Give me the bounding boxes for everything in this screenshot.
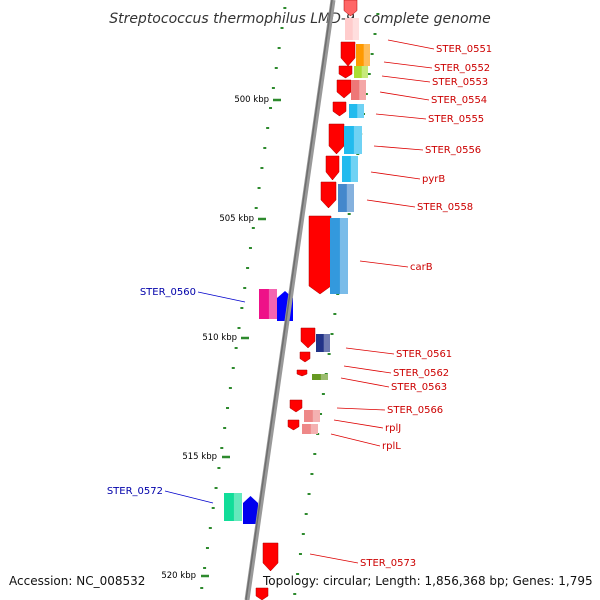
cog-block-shade <box>350 156 358 182</box>
cog-block <box>316 334 330 352</box>
kbp-scale-labels: 500 kbp 505 kbp 510 kbp 515 kbp 520 kbp <box>161 95 269 581</box>
cog-block-shade <box>339 218 348 294</box>
accession-text: Accession: NC_008532 <box>9 574 146 588</box>
leader-line <box>343 365 392 374</box>
cog-block <box>354 66 368 78</box>
reverse-gene <box>243 496 258 524</box>
gene-label[interactable]: rplJ <box>385 423 401 434</box>
forward-gene <box>296 369 308 377</box>
leader-line <box>387 39 435 50</box>
gene-label[interactable]: STER_0552 <box>434 63 490 74</box>
leader-line <box>309 553 359 564</box>
cog-block-shade <box>346 184 354 212</box>
leader-line <box>373 145 424 151</box>
gene-label[interactable]: pyrB <box>422 174 445 185</box>
leader-line <box>336 407 386 411</box>
genome-backbone <box>244 0 336 600</box>
cog-block-shade <box>323 334 330 352</box>
leader-line <box>340 377 390 388</box>
gene-label[interactable]: STER_0553 <box>432 77 488 88</box>
cog-block <box>345 18 359 40</box>
cog-block <box>259 289 277 319</box>
kbp-label-510: 510 kbp <box>202 333 237 343</box>
forward-gene <box>300 327 316 349</box>
cog-block <box>344 126 362 154</box>
cog-block-shade <box>268 289 277 319</box>
gene-label[interactable]: STER_0562 <box>393 368 449 379</box>
gene-label[interactable]: STER_0555 <box>428 114 484 125</box>
gene-label[interactable]: STER_0573 <box>360 558 416 569</box>
gene-label[interactable]: STER_0554 <box>431 95 487 106</box>
cog-block <box>312 374 328 380</box>
forward-gene <box>343 0 358 17</box>
forward-gene <box>338 65 353 79</box>
gene-label[interactable]: STER_0556 <box>425 145 481 156</box>
gene-features <box>224 0 370 600</box>
cog-block <box>356 44 370 66</box>
gene-label[interactable]: rplL <box>382 441 401 452</box>
kbp-label-500: 500 kbp <box>234 95 269 105</box>
forward-gene <box>308 215 332 295</box>
leader-line <box>366 199 416 208</box>
forward-gene <box>287 419 300 431</box>
gene-label[interactable]: carB <box>410 262 433 273</box>
kbp-label-520: 520 kbp <box>161 571 196 581</box>
leader-line <box>383 61 433 69</box>
leader-line <box>197 291 246 303</box>
cog-block <box>330 218 348 294</box>
forward-gene <box>262 542 279 572</box>
gene-label[interactable]: STER_0561 <box>396 349 452 360</box>
label-leader-lines <box>164 39 435 564</box>
leader-line <box>164 490 214 504</box>
genome-backbone-shade <box>245 0 333 600</box>
forward-gene <box>299 351 311 363</box>
gene-labels: STER_0551 STER_0552 STER_0553 STER_0554 … <box>107 44 492 569</box>
cog-block-shade <box>359 80 366 100</box>
leader-line <box>359 260 409 268</box>
cog-block <box>304 410 320 422</box>
leader-line <box>333 419 384 429</box>
cog-block-shade <box>310 424 318 434</box>
leader-line <box>370 171 421 180</box>
kbp-label-515: 515 kbp <box>182 452 217 462</box>
gene-label[interactable]: STER_0566 <box>387 405 443 416</box>
forward-gene <box>325 155 340 181</box>
forward-gene <box>340 41 356 67</box>
leader-line <box>375 113 427 120</box>
leader-line <box>345 347 395 355</box>
gene-label[interactable]: STER_0558 <box>417 202 473 213</box>
cog-block-shade <box>233 493 242 521</box>
forward-gene <box>320 181 337 209</box>
cog-block-shade <box>312 410 320 422</box>
map-title: Streptococcus thermophilus LMD-9, comple… <box>109 11 491 27</box>
leader-line <box>379 91 430 101</box>
gene-label-reverse[interactable]: STER_0572 <box>107 486 163 497</box>
cog-block <box>342 156 358 182</box>
cog-block-shade <box>353 126 362 154</box>
forward-gene <box>336 79 352 99</box>
gene-label[interactable]: STER_0563 <box>391 382 447 393</box>
cog-block-shade <box>320 374 328 380</box>
cog-block <box>224 493 242 521</box>
leader-line <box>330 433 381 447</box>
cog-block <box>349 104 364 118</box>
leader-line <box>381 75 431 83</box>
cog-block-shade <box>363 44 370 66</box>
gene-label-reverse[interactable]: STER_0560 <box>140 287 196 298</box>
forward-gene <box>255 587 269 600</box>
cog-block-shade <box>357 104 364 118</box>
cog-block <box>351 80 366 100</box>
topology-text: Topology: circular; Length: 1,856,368 bp… <box>263 574 593 588</box>
cog-block <box>338 184 354 212</box>
cog-block-shade <box>361 66 368 78</box>
cog-block <box>302 424 318 434</box>
gene-label[interactable]: STER_0551 <box>436 44 492 55</box>
forward-gene <box>289 399 303 413</box>
forward-gene <box>332 101 347 117</box>
cog-block-shade <box>352 18 359 40</box>
forward-gene <box>328 123 345 155</box>
kbp-label-505: 505 kbp <box>219 214 254 224</box>
